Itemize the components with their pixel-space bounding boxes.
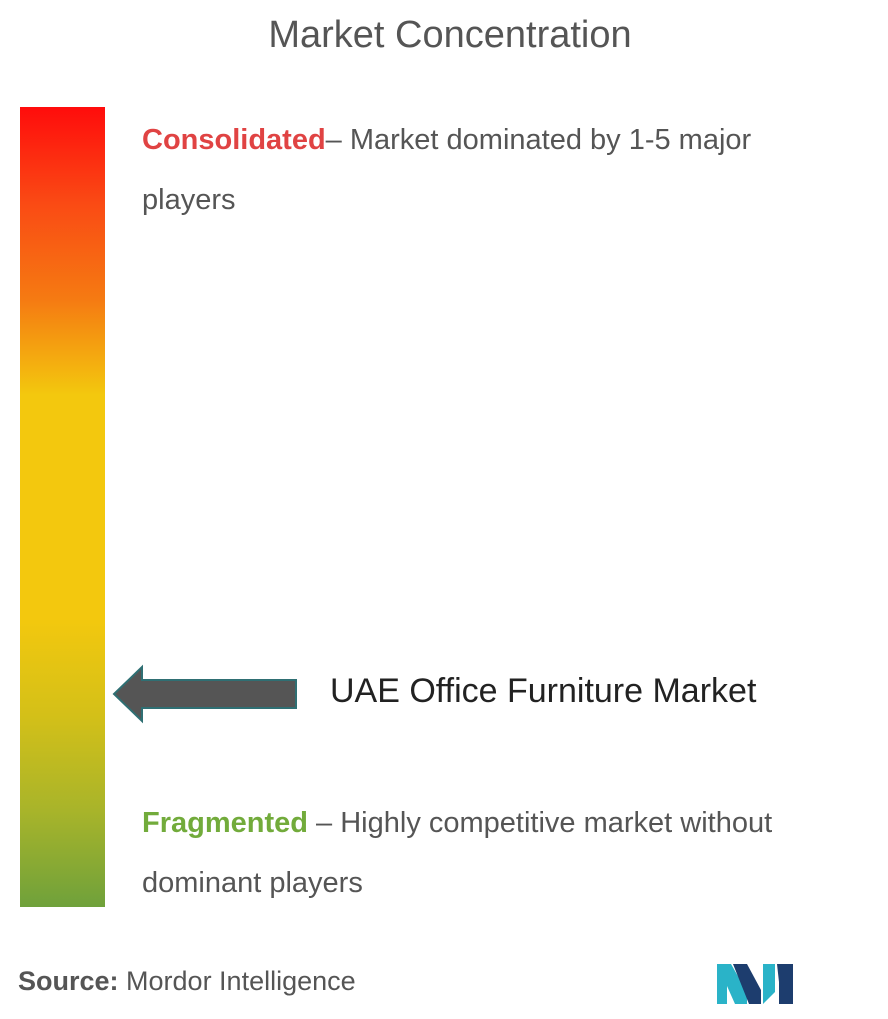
chart-title: Market Concentration [268, 14, 632, 56]
mordor-intelligence-logo-icon [717, 964, 793, 1004]
consolidated-keyword: Consolidated [142, 124, 326, 156]
market-marker-label: UAE Office Furniture Market [330, 671, 757, 710]
source-key: Source: [18, 966, 119, 996]
concentration-gradient-bar [20, 107, 105, 907]
fragmented-keyword: Fragmented [142, 807, 308, 839]
market-position-arrow-icon [112, 664, 297, 724]
source-value: Mordor Intelligence [118, 966, 356, 996]
source-line: Source: Mordor Intelligence [18, 966, 356, 997]
consolidated-description: Consolidated– Market dominated by 1-5 ma… [142, 110, 842, 230]
consolidated-text: – Market dominated by 1-5 major players [142, 124, 752, 216]
fragmented-text: – Highly competitive market without domi… [142, 807, 773, 899]
fragmented-description: Fragmented – Highly competitive market w… [142, 793, 842, 913]
